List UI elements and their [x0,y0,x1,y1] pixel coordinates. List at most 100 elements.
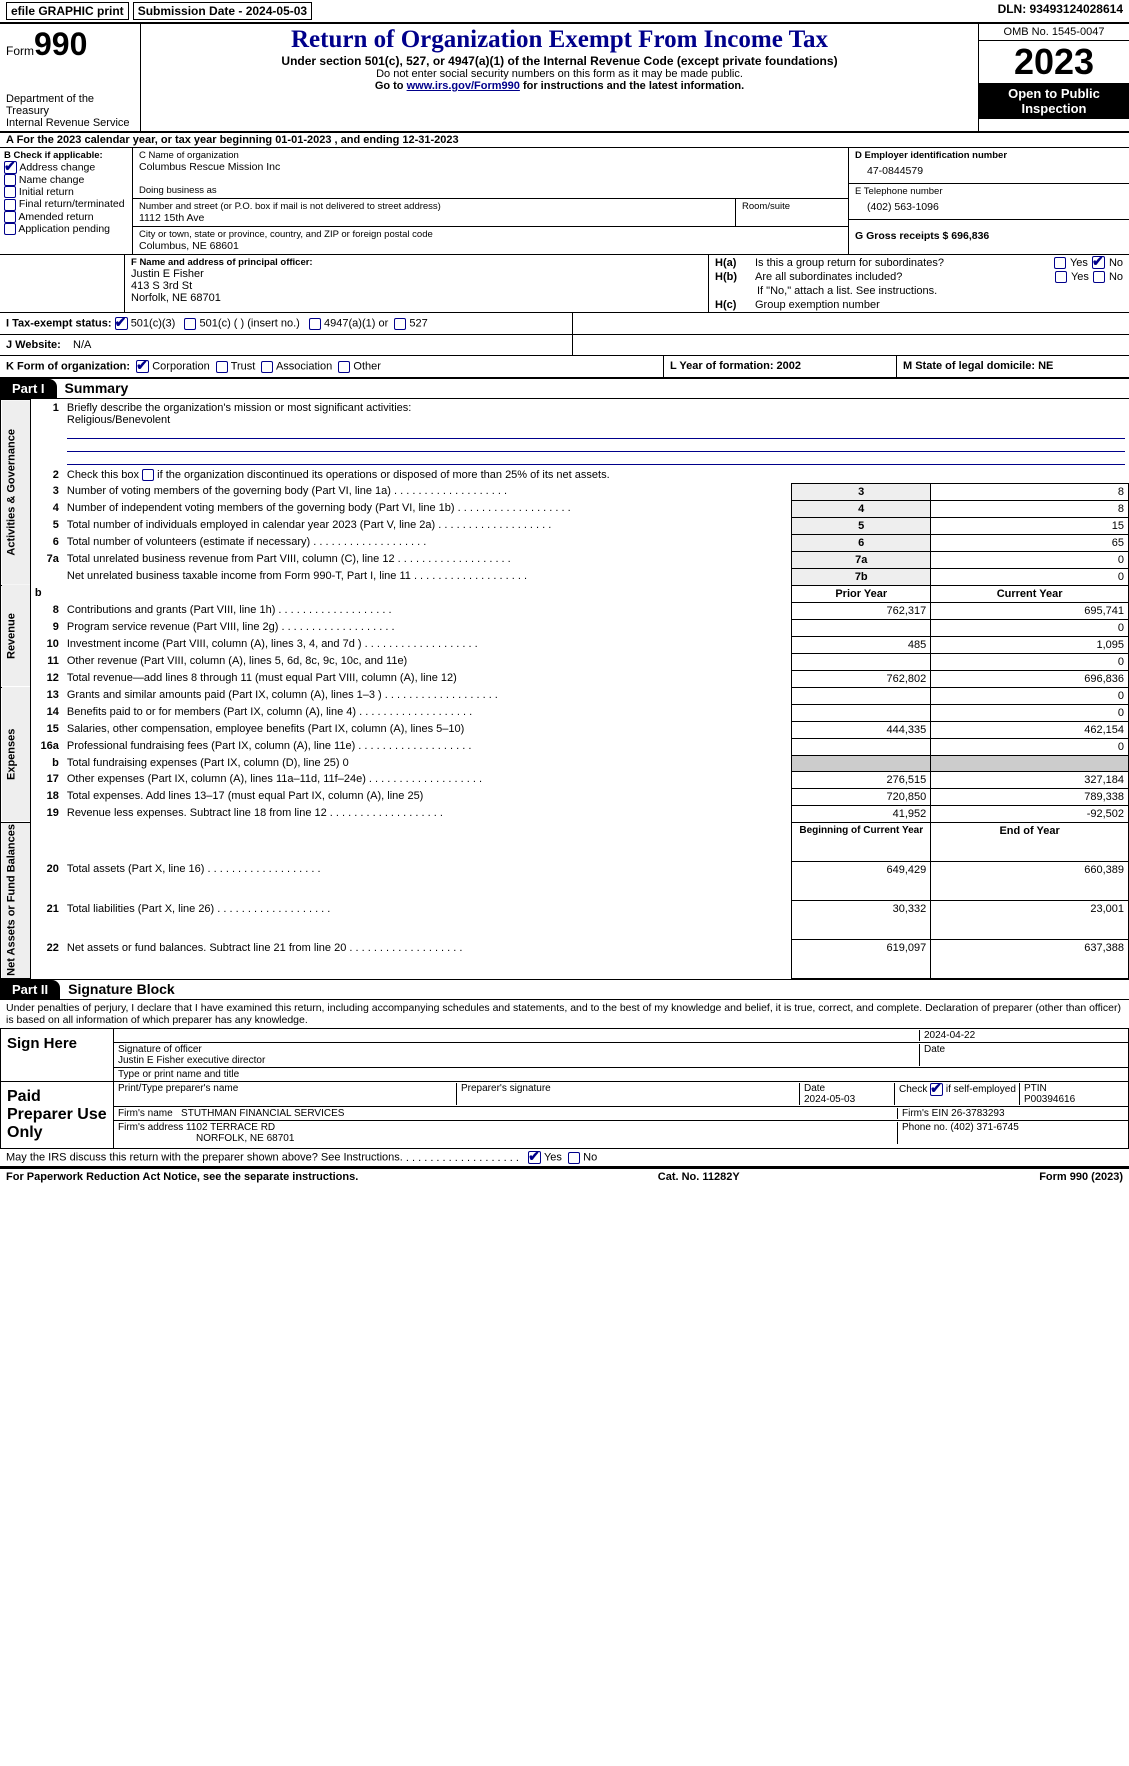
hdr-current-year: Current Year [931,585,1129,602]
check-initial-return[interactable] [4,186,16,198]
line1-value: Religious/Benevolent [67,414,170,426]
ptin-label: PTIN [1024,1083,1047,1094]
discuss-label: May the IRS discuss this return with the… [6,1152,519,1164]
line17-cy: 327,184 [931,771,1129,788]
line6-value: 65 [931,534,1129,551]
line19-py: 41,952 [792,805,931,822]
check-527[interactable] [394,318,406,330]
check-501c3[interactable] [115,317,128,330]
check-address-change[interactable] [4,161,17,174]
line10-cy: 1,095 [931,636,1129,653]
line7b-label: Net unrelated business taxable income fr… [63,568,792,585]
line5-label: Total number of individuals employed in … [63,517,792,534]
officer-label: F Name and address of principal officer: [131,257,702,268]
line11-py [792,653,931,670]
line14-py [792,704,931,721]
line20-cy: 660,389 [931,861,1129,900]
check-trust[interactable] [216,361,228,373]
line14-label: Benefits paid to or for members (Part IX… [63,704,792,721]
dept-treasury: Department of the Treasury [6,93,134,117]
check-ha-no[interactable] [1092,256,1105,269]
check-final-return[interactable] [4,199,16,211]
hb-no: No [1109,271,1123,283]
check-corp[interactable] [136,360,149,373]
sign-here-block: Sign Here 2024-04-22 Signature of office… [0,1028,1129,1082]
part1-header: Part I [0,379,57,398]
check-4947[interactable] [309,318,321,330]
part1-title: Summary [57,380,129,396]
prep-name-label: Print/Type preparer's name [118,1083,456,1105]
check-other[interactable] [338,361,350,373]
form-label: Form [6,44,34,58]
line3-value: 8 [931,483,1129,500]
state-domicile: M State of legal domicile: NE [903,360,1053,372]
firm-name-label: Firm's name [118,1108,173,1119]
box-b-label: B Check if applicable: [4,150,128,161]
public-inspection: Open to Public Inspection [979,83,1129,119]
part2-title: Signature Block [60,981,175,997]
check-hb-no[interactable] [1093,271,1105,283]
goto-pre: Go to [375,80,407,92]
firm-ein-label: Firm's EIN [902,1108,948,1119]
line15-py: 444,335 [792,721,931,738]
line15-cy: 462,154 [931,721,1129,738]
form-number: 990 [34,26,87,62]
line22-label: Net assets or fund balances. Subtract li… [63,940,792,979]
check-hb-yes[interactable] [1055,271,1067,283]
ha-label: Is this a group return for subordinates? [755,257,1050,269]
tax-year: 2023 [979,41,1129,83]
form-org-label: K Form of organization: [6,360,130,372]
ha-no: No [1109,257,1123,269]
omb-number: OMB No. 1545-0047 [979,24,1129,41]
website-label: J Website: [6,339,61,351]
check-name-change[interactable] [4,174,16,186]
check-amended-return[interactable] [4,211,16,223]
ha-yes: Yes [1070,257,1088,269]
line22-py: 619,097 [792,940,931,979]
line8-cy: 695,741 [931,602,1129,619]
efile-button[interactable]: efile GRAPHIC print [6,2,129,20]
line16a-label: Professional fundraising fees (Part IX, … [63,738,792,755]
line12-cy: 696,836 [931,670,1129,687]
firm-ein: 26-3783293 [951,1108,1004,1119]
line11-cy: 0 [931,653,1129,670]
discuss-yes: Yes [544,1152,562,1164]
check-ha-yes[interactable] [1054,257,1066,269]
form-header: Form990 Department of the Treasury Inter… [0,24,1129,132]
line22-cy: 637,388 [931,940,1129,979]
line6-label: Total number of volunteers (estimate if … [63,534,792,551]
check-501c[interactable] [184,318,196,330]
line19-label: Revenue less expenses. Subtract line 18 … [63,805,792,822]
check-self-employed[interactable] [930,1083,943,1096]
check-discuss-yes[interactable] [528,1151,541,1164]
vhead-revenue: Revenue [1,585,31,687]
footer-form: Form 990 (2023) [1039,1171,1123,1183]
firm-addr-label: Firm's address [118,1122,183,1133]
check-application-pending[interactable] [4,223,16,235]
label-address-change: Address change [19,161,95,173]
discuss-no: No [583,1152,597,1164]
section-a-tax-year: A For the 2023 calendar year, or tax yea… [0,132,1129,148]
irs-link[interactable]: www.irs.gov/Form990 [407,80,520,92]
check-assoc[interactable] [261,361,273,373]
line13-py [792,687,931,704]
line10-py: 485 [792,636,931,653]
dln: DLN: 93493124028614 [998,2,1123,20]
paid-preparer-label: Paid Preparer Use Only [1,1082,114,1148]
line5-value: 15 [931,517,1129,534]
officer-addr2: Norfolk, NE 68701 [131,292,702,304]
goto-post: for instructions and the latest informat… [520,80,744,92]
org-city: Columbus, NE 68601 [139,240,842,252]
firm-phone-label: Phone no. [902,1122,948,1133]
phone-value: (402) 563-1096 [855,197,1123,217]
prep-date-label: Date [804,1083,825,1094]
check-line2[interactable] [142,469,154,481]
line19-cy: -92,502 [931,805,1129,822]
self-employed: Check if self-employed [894,1083,1019,1105]
room-label: Room/suite [742,201,842,212]
org-name-label: C Name of organization [139,150,842,161]
sig-type-label: Type or print name and title [114,1068,1128,1081]
city-label: City or town, state or province, country… [139,229,842,240]
check-discuss-no[interactable] [568,1152,580,1164]
vhead-governance: Activities & Governance [1,400,31,586]
